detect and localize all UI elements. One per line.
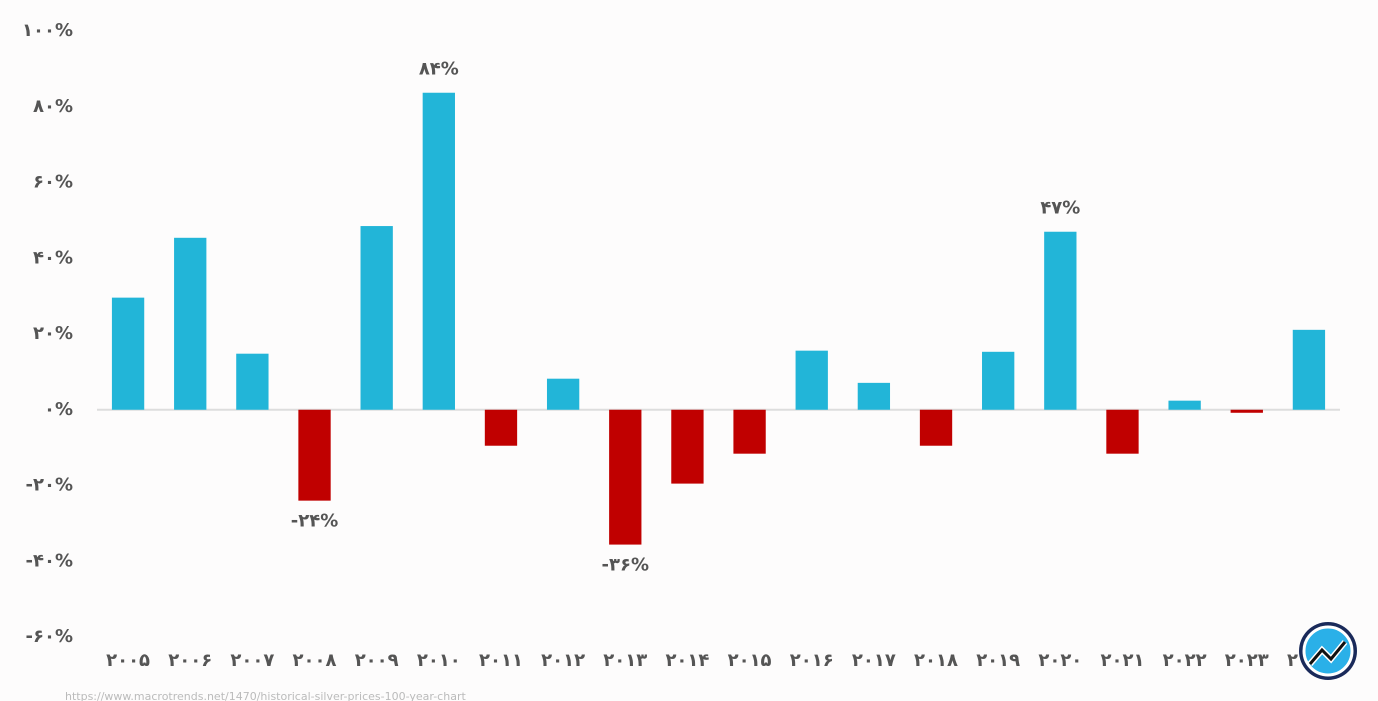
bar xyxy=(671,409,704,484)
bar xyxy=(609,409,642,545)
y-tick-label: -۴۰% xyxy=(26,550,73,571)
y-tick-label: ۶۰% xyxy=(33,172,73,193)
y-tick-label: ۰% xyxy=(44,399,73,420)
x-tick-label: ۲۰۱۸ xyxy=(914,650,958,671)
bar xyxy=(982,351,1015,410)
value-label: ۸۴% xyxy=(419,59,459,80)
x-tick-label: ۲۰۰۷ xyxy=(230,650,274,671)
source: https://www.macrotrends.net/1470/histori… xyxy=(65,690,466,701)
bar xyxy=(360,226,393,410)
bar xyxy=(1292,329,1326,410)
value-label: -۳۶% xyxy=(602,555,649,576)
x-tick-label: ۲۰۱۳ xyxy=(603,650,647,671)
x-tick-label: ۲۰۲۳ xyxy=(1225,650,1269,671)
bar xyxy=(795,350,828,410)
bar xyxy=(919,409,953,446)
x-tick-label: ۲۰۱۶ xyxy=(790,650,834,671)
x-tick-label: ۲۰۱۷ xyxy=(852,650,896,671)
bar xyxy=(733,409,766,454)
logo-face xyxy=(1302,625,1354,677)
bar xyxy=(236,353,269,410)
x-tick-label: ۲۰۱۵ xyxy=(728,650,772,671)
x-tick-label: ۲۰۱۰ xyxy=(417,650,461,671)
bar xyxy=(422,92,455,410)
bar xyxy=(1106,409,1139,454)
bar xyxy=(546,378,580,410)
y-tick-label: ۴۰% xyxy=(33,247,73,268)
y-tick-label: ۱۰۰% xyxy=(22,20,73,41)
bar xyxy=(111,297,145,410)
x-tick-label: ۲۰۱۴ xyxy=(665,650,709,671)
x-tick-label: ۲۰۱۲ xyxy=(541,650,585,671)
bar xyxy=(174,237,207,410)
x-tick-label: ۲۰۰۸ xyxy=(293,650,337,671)
x-tick-label: ۲۰۲۱ xyxy=(1100,650,1144,671)
y-tick-label: ۲۰% xyxy=(33,323,73,344)
x-tick-label: ۲۰۲۲ xyxy=(1163,650,1207,671)
value-label: -۲۴% xyxy=(291,511,338,532)
bar xyxy=(1230,409,1263,413)
y-tick-label: -۲۰% xyxy=(26,475,73,496)
x-tick-label: ۲۰۰۵ xyxy=(106,650,150,671)
bar xyxy=(857,382,891,410)
bar xyxy=(1168,400,1201,410)
logo xyxy=(1299,622,1357,680)
x-tick-label: ۲۰۲۰ xyxy=(1038,650,1082,671)
x-tick-label: ۲۰۰۹ xyxy=(355,650,399,671)
value-label: ۴۷% xyxy=(1040,198,1080,219)
x-tick-label: ۲۰۱۹ xyxy=(976,650,1020,671)
logo-arrow-inner xyxy=(1308,641,1347,665)
bar xyxy=(298,409,331,501)
bar xyxy=(1044,231,1077,410)
bar xyxy=(484,409,518,446)
x-tick-label: ۲۰۰۶ xyxy=(168,650,212,671)
y-tick-label: ۸۰% xyxy=(33,96,73,117)
x-tick-label: ۲۰۱۱ xyxy=(479,650,523,671)
y-tick-label: -۶۰% xyxy=(26,626,73,647)
